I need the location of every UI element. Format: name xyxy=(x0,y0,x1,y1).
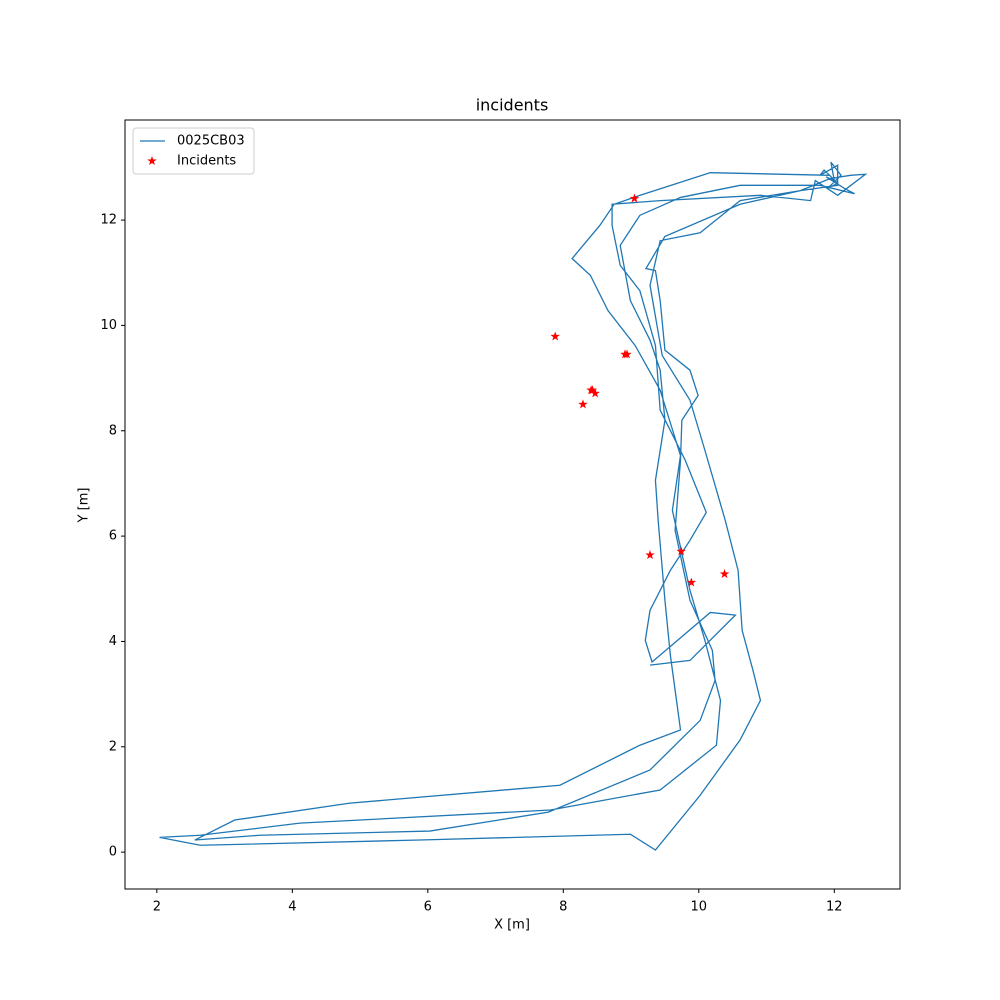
incident-point xyxy=(590,388,600,398)
incident-point xyxy=(645,550,655,560)
y-tick-label: 8 xyxy=(109,423,117,438)
incident-point xyxy=(550,331,560,341)
y-tick-label: 4 xyxy=(109,634,117,649)
incident-point xyxy=(686,577,697,587)
legend-marker xyxy=(147,156,157,166)
plot-frame xyxy=(124,119,901,890)
x-tick-label: 4 xyxy=(288,900,296,915)
incident-point xyxy=(578,399,588,409)
incident-point xyxy=(676,546,686,556)
legend-box xyxy=(132,127,255,175)
x-axis-label: X [m] xyxy=(494,918,530,933)
incident-point xyxy=(719,569,730,579)
legend-label: 0025CB03 xyxy=(177,134,245,149)
y-tick-label: 12 xyxy=(100,213,117,228)
x-tick-label: 12 xyxy=(826,900,843,915)
x-tick-label: 10 xyxy=(691,900,708,915)
legend-label: Incidents xyxy=(177,154,236,169)
x-tick-label: 6 xyxy=(424,900,432,915)
y-tick-label: 0 xyxy=(109,845,117,860)
incident-point xyxy=(629,193,640,203)
incident-point xyxy=(587,385,598,395)
y-tick-label: 6 xyxy=(109,529,117,544)
chart-title: incidents xyxy=(476,96,549,115)
y-tick-label: 10 xyxy=(100,318,117,333)
trajectory-line xyxy=(159,161,868,851)
x-tick-label: 8 xyxy=(559,900,567,915)
y-axis-label: Y [m] xyxy=(77,488,92,524)
incident-point xyxy=(622,349,632,359)
y-tick-label: 2 xyxy=(109,739,117,754)
x-tick-label: 2 xyxy=(153,900,161,915)
